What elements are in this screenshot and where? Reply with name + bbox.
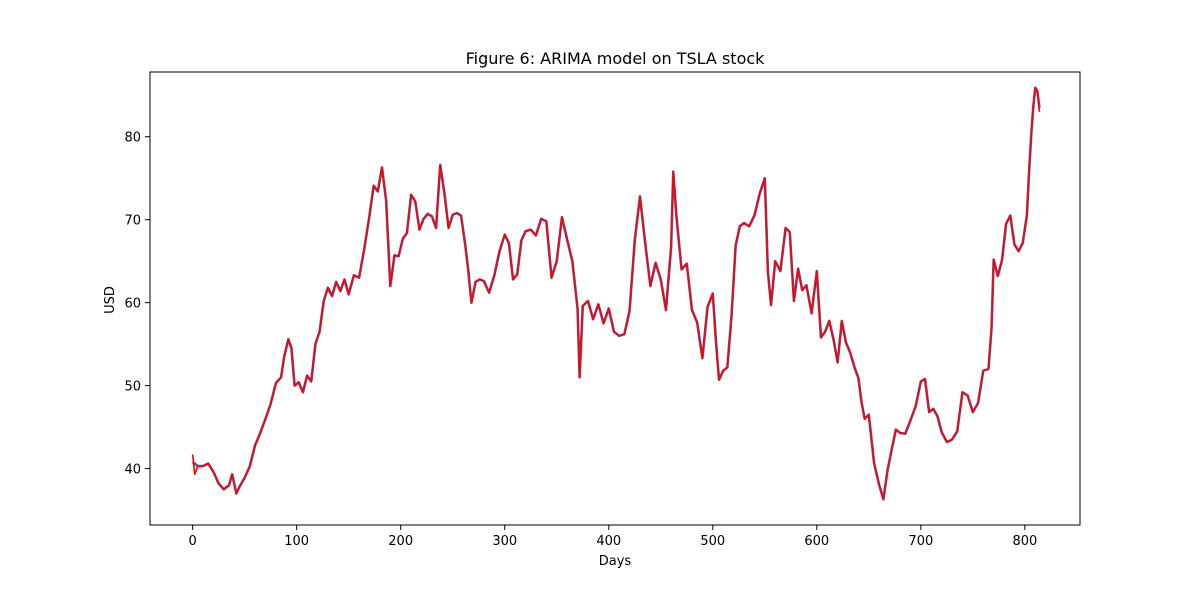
y-tick-label: 40 (124, 463, 141, 478)
axes-group (149, 71, 1081, 526)
y-tick-label: 50 (124, 380, 141, 395)
x-tick-label: 100 (284, 534, 309, 549)
x-axis-label: Days (599, 554, 632, 569)
y-tick-label: 70 (124, 214, 141, 229)
x-tick-label: 700 (908, 534, 933, 549)
series-line-2 (191, 86, 1041, 501)
x-axis: 0 100 200 300 400 500 600 700 800 (189, 525, 1037, 549)
x-tick-label: 400 (596, 534, 621, 549)
x-tick-label: 0 (189, 534, 197, 549)
plot-frame (149, 71, 1081, 526)
y-tick-label: 60 (124, 297, 141, 312)
y-axis: 40 50 60 70 80 (124, 131, 150, 478)
x-tick-label: 800 (1012, 534, 1037, 549)
y-axis-label: USD (103, 286, 118, 314)
x-tick-label: 600 (804, 534, 829, 549)
y-tick-label: 80 (124, 131, 141, 146)
x-tick-label: 300 (492, 534, 517, 549)
x-tick-label: 200 (388, 534, 413, 549)
chart-title: Figure 6: ARIMA model on TSLA stock (466, 49, 766, 68)
x-tick-label: 500 (700, 534, 725, 549)
series-group (191, 86, 1041, 501)
